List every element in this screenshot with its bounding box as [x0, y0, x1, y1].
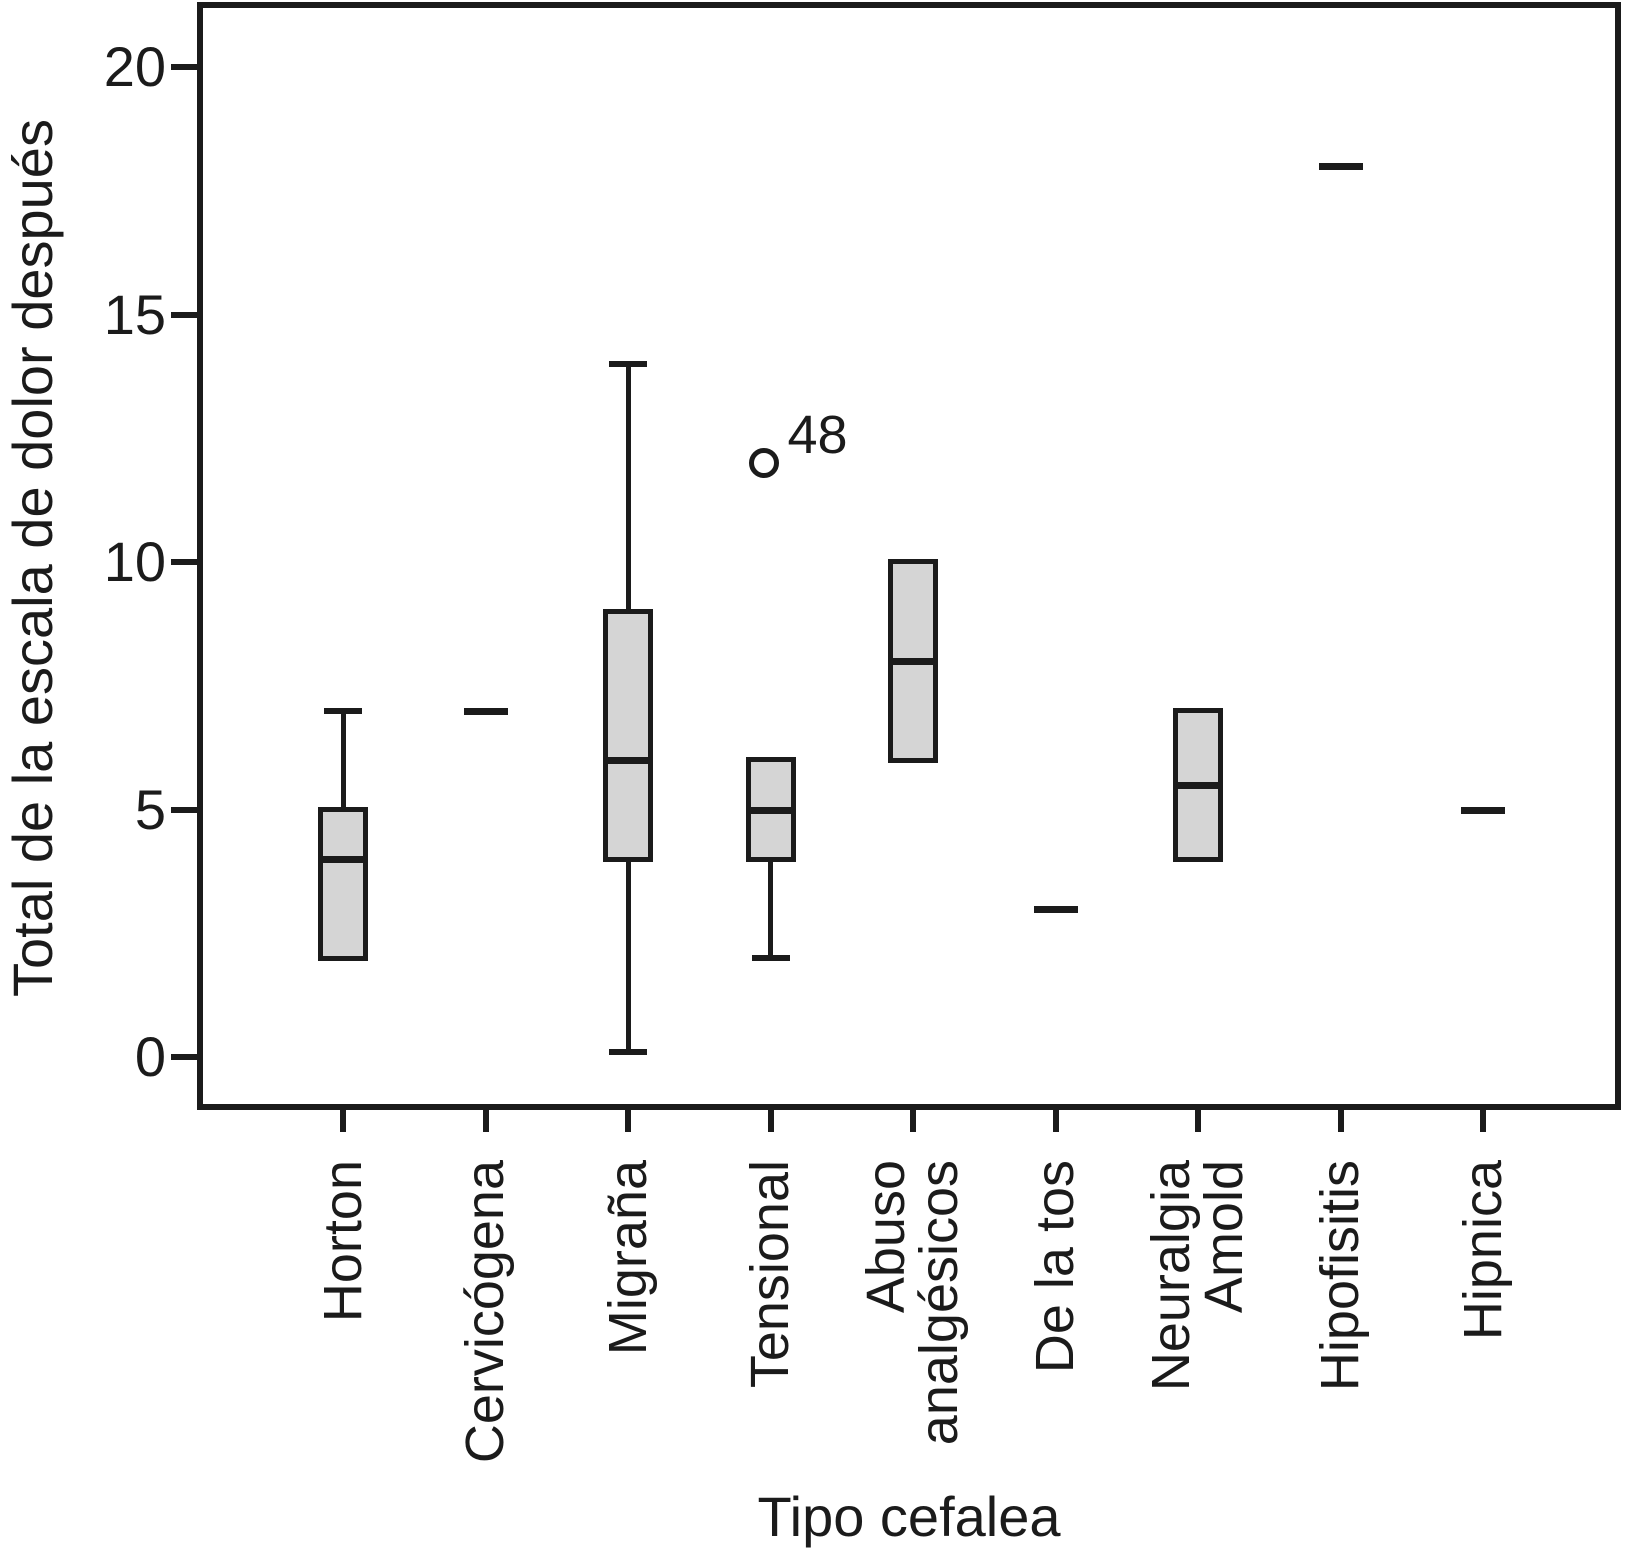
x-axis-category-label: Cervicógena	[455, 1160, 515, 1464]
x-axis-category-label: Tensional	[740, 1160, 800, 1389]
outlier-label: 48	[787, 405, 848, 465]
y-axis-tick	[171, 64, 197, 70]
box-median-line	[318, 856, 368, 863]
box-whisker-stem	[768, 859, 773, 958]
x-axis-tick	[1195, 1110, 1201, 1132]
x-axis-tick	[910, 1110, 916, 1132]
x-axis-tick	[625, 1110, 631, 1132]
y-tick-label: 0	[134, 1025, 166, 1088]
x-axis-title: Tipo cefalea	[757, 1485, 1061, 1548]
box-whisker-stem	[625, 364, 631, 612]
plot-area	[197, 2, 1621, 1110]
single-value-line	[1318, 163, 1363, 170]
y-axis-tick	[171, 311, 197, 318]
x-axis-tick	[1480, 1110, 1486, 1132]
x-axis-tick	[767, 1110, 774, 1132]
x-axis-tick	[1052, 1110, 1059, 1132]
box-whisker-cap	[751, 955, 790, 961]
outlier-point	[748, 448, 779, 478]
x-axis-category-label: Abuso analgésicos	[856, 1160, 969, 1446]
y-axis-tick	[171, 559, 197, 565]
y-axis-tick	[171, 806, 197, 813]
box-plot-box	[318, 806, 368, 961]
x-axis-category-label: Migraña	[597, 1160, 658, 1356]
y-axis-tick	[171, 1054, 197, 1060]
single-value-line	[1461, 806, 1505, 814]
x-axis-category-label: De la tos	[1025, 1160, 1085, 1374]
box-whisker-stem	[625, 859, 631, 1053]
single-value-line	[463, 707, 508, 715]
box-whisker-stem	[340, 710, 346, 810]
box-median-line	[603, 757, 653, 764]
x-axis-tick	[482, 1110, 489, 1132]
x-axis-category-label: Horton	[312, 1160, 373, 1323]
box-median-line	[745, 806, 796, 814]
y-tick-label: 5	[134, 777, 166, 841]
box-whisker-cap	[609, 361, 647, 367]
x-axis-category-label: Hipnica	[1452, 1160, 1513, 1341]
x-axis-category-label: Neuralgia Amold	[1141, 1160, 1254, 1392]
x-axis-tick	[1337, 1110, 1344, 1132]
y-tick-label: 10	[103, 530, 166, 593]
box-whisker-cap	[609, 1049, 647, 1056]
x-axis-tick	[340, 1110, 346, 1132]
x-axis-category-label: Hipofisitis	[1310, 1160, 1370, 1392]
box-whisker-cap	[324, 707, 362, 714]
y-tick-label: 15	[103, 282, 166, 346]
y-tick-label: 20	[103, 35, 166, 98]
box-plot-box	[603, 608, 653, 862]
box-median-line	[1173, 781, 1223, 789]
box-median-line	[888, 658, 938, 665]
single-value-line	[1033, 905, 1078, 913]
